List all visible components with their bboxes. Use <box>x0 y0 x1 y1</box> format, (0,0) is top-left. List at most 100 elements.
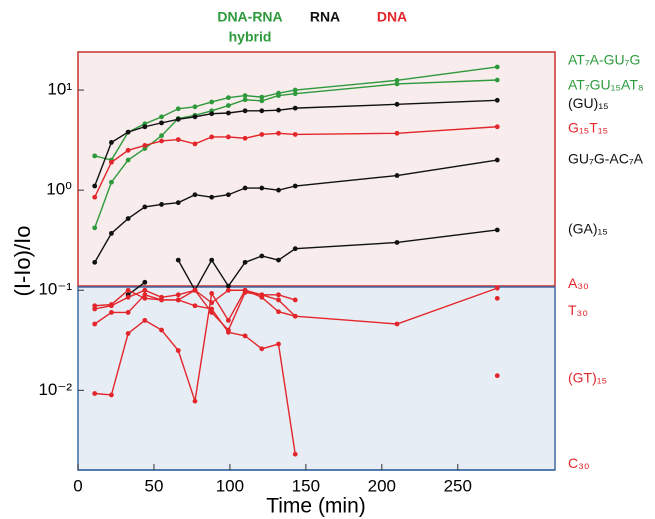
data-point <box>276 309 281 315</box>
data-point <box>225 283 231 289</box>
data-point <box>225 329 231 335</box>
data-point <box>259 108 265 114</box>
data-point <box>494 157 500 163</box>
data-point <box>225 192 231 198</box>
data-point <box>109 392 114 398</box>
series-label: (GA)₁₅ <box>568 221 608 237</box>
data-point <box>192 287 198 293</box>
x-tick-label: 50 <box>144 476 163 495</box>
data-point <box>242 97 248 103</box>
data-point <box>276 130 281 136</box>
data-point <box>109 230 114 236</box>
data-point <box>92 194 98 200</box>
series-label: (GT)₁₅ <box>568 369 607 385</box>
data-point <box>92 321 98 327</box>
data-point <box>225 287 231 293</box>
data-point <box>175 297 181 303</box>
data-point <box>242 93 248 99</box>
data-point <box>394 240 400 245</box>
data-point <box>242 287 248 293</box>
data-point <box>192 114 198 120</box>
data-point <box>242 185 248 191</box>
data-point <box>92 259 98 265</box>
data-point <box>494 373 500 379</box>
data-point <box>209 99 215 105</box>
data-point <box>109 159 114 165</box>
data-point <box>292 297 298 303</box>
data-point <box>276 297 281 303</box>
series-label: AT₇A-GU₇G <box>568 52 640 68</box>
series-label: GU₇G-AC₇A <box>568 151 644 167</box>
data-point <box>292 246 298 252</box>
data-point <box>494 124 500 130</box>
data-point <box>175 292 181 298</box>
data-point <box>292 91 298 97</box>
data-point <box>259 346 265 352</box>
data-point <box>175 348 181 353</box>
data-point <box>394 77 400 83</box>
data-point <box>494 77 500 83</box>
data-point <box>159 133 164 139</box>
data-point <box>394 101 400 107</box>
data-point <box>175 200 181 206</box>
data-point <box>125 310 131 315</box>
data-point <box>192 192 198 198</box>
data-point <box>125 147 131 153</box>
data-point <box>142 142 148 148</box>
data-point <box>259 294 265 300</box>
data-point <box>259 253 265 259</box>
data-point <box>192 104 198 110</box>
data-point <box>142 204 148 210</box>
series-label: C₃₀ <box>568 455 590 471</box>
data-point <box>159 327 164 333</box>
data-point <box>175 116 181 122</box>
data-point <box>142 295 148 301</box>
y-tick-label: 10¹ <box>47 80 72 99</box>
data-point <box>242 108 248 114</box>
data-point <box>394 321 400 327</box>
upper-panel <box>77 51 556 287</box>
data-point <box>276 187 281 193</box>
data-point <box>92 303 98 309</box>
y-tick-label: 10⁻¹ <box>38 280 72 299</box>
data-point <box>92 391 98 396</box>
data-point <box>394 130 400 136</box>
data-point <box>209 194 215 200</box>
data-point <box>494 227 500 233</box>
data-point <box>259 132 265 137</box>
x-tick-label: 150 <box>292 476 320 495</box>
data-point <box>242 135 248 141</box>
data-point <box>209 257 215 263</box>
group-label: DNA-RNA <box>217 9 282 25</box>
data-point <box>209 290 215 296</box>
data-point <box>225 134 231 140</box>
y-tick-label: 10⁻² <box>38 380 72 399</box>
x-tick-label: 0 <box>73 476 82 495</box>
data-point <box>242 259 248 265</box>
data-point <box>292 313 298 319</box>
data-point <box>125 294 131 300</box>
data-point <box>225 95 231 101</box>
data-point <box>159 114 164 120</box>
data-point <box>292 132 298 137</box>
data-point <box>159 202 164 207</box>
data-point <box>142 287 148 293</box>
data-point <box>242 333 248 339</box>
data-point <box>225 110 231 116</box>
data-point <box>494 285 500 291</box>
data-point <box>394 81 400 87</box>
data-point <box>125 157 131 163</box>
series-label: AT₇GU₁₅AT₈ <box>568 77 644 93</box>
data-point <box>276 341 281 347</box>
data-point <box>259 185 265 191</box>
data-point <box>292 183 298 189</box>
data-point <box>175 137 181 142</box>
data-point <box>125 287 131 293</box>
data-point <box>92 183 98 189</box>
data-point <box>159 138 164 144</box>
data-point <box>225 317 231 323</box>
lower-panel <box>77 286 556 471</box>
y-axis-label: (I-Io)/Io <box>10 226 35 297</box>
data-point <box>259 94 265 100</box>
data-point <box>142 292 148 298</box>
